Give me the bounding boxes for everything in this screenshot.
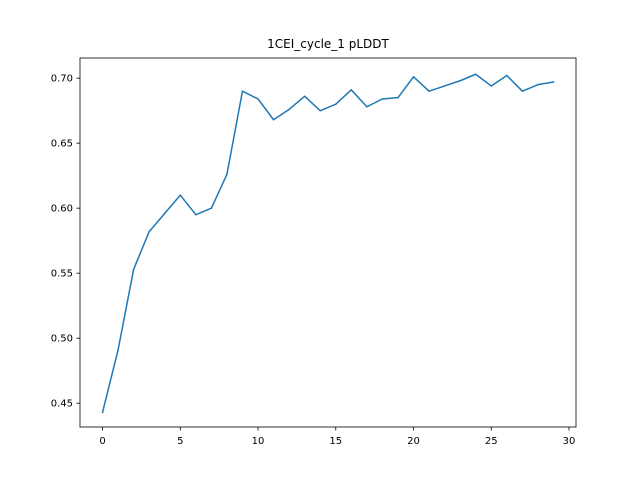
- data-point: [272, 118, 275, 121]
- x-tick-label: 20: [407, 436, 420, 447]
- axes-frame: [79, 57, 577, 428]
- data-point: [117, 349, 119, 351]
- data-point: [397, 96, 399, 99]
- x-tick-label: 30: [563, 436, 576, 447]
- data-point: [474, 73, 477, 76]
- x-tick-label: 0: [99, 436, 105, 447]
- data-point: [195, 213, 197, 216]
- data-point: [443, 85, 446, 87]
- x-tick-label: 15: [329, 436, 342, 447]
- data-point: [552, 81, 555, 83]
- x-tick-label: 10: [252, 436, 265, 447]
- data-point: [163, 212, 166, 215]
- data-point: [412, 76, 415, 78]
- series-line-0: [101, 73, 555, 414]
- data-point: [334, 103, 337, 105]
- data-point: [366, 105, 368, 108]
- data-point: [350, 89, 353, 91]
- data-point: [210, 207, 213, 209]
- data-point: [257, 98, 259, 100]
- data-point: [381, 98, 384, 100]
- x-tick-label: 25: [485, 436, 498, 447]
- x-tick-label: 5: [177, 436, 183, 447]
- data-point: [459, 79, 461, 82]
- data-point: [241, 90, 244, 92]
- axes: 0 5 10 15 20 25 30 0.45 0.50 0.55 0.60 0.65 0.70: [51, 57, 577, 447]
- data-point: [288, 108, 290, 111]
- y-tick-label: 0.55: [51, 269, 73, 280]
- y-tick-label: 0.60: [51, 204, 73, 215]
- data-point: [428, 90, 430, 92]
- y-tick-label: 0.45: [51, 399, 73, 410]
- data-point: [226, 173, 228, 176]
- data-point: [506, 74, 508, 77]
- data-point: [319, 109, 322, 112]
- data-point: [179, 194, 182, 196]
- data-point: [148, 230, 150, 233]
- data-point: [303, 95, 306, 98]
- y-tick-label: 0.50: [51, 334, 73, 345]
- data-point: [101, 411, 104, 414]
- data-point: [537, 83, 539, 86]
- y-tick-label: 0.65: [51, 139, 73, 150]
- chart-title: 1CEI_cycle_1 pLDDT: [267, 37, 389, 51]
- y-tick-label: 0.70: [51, 74, 73, 85]
- data-point: [521, 90, 524, 92]
- data-point: [132, 268, 135, 271]
- plot-area: [101, 73, 555, 414]
- data-point: [490, 85, 493, 87]
